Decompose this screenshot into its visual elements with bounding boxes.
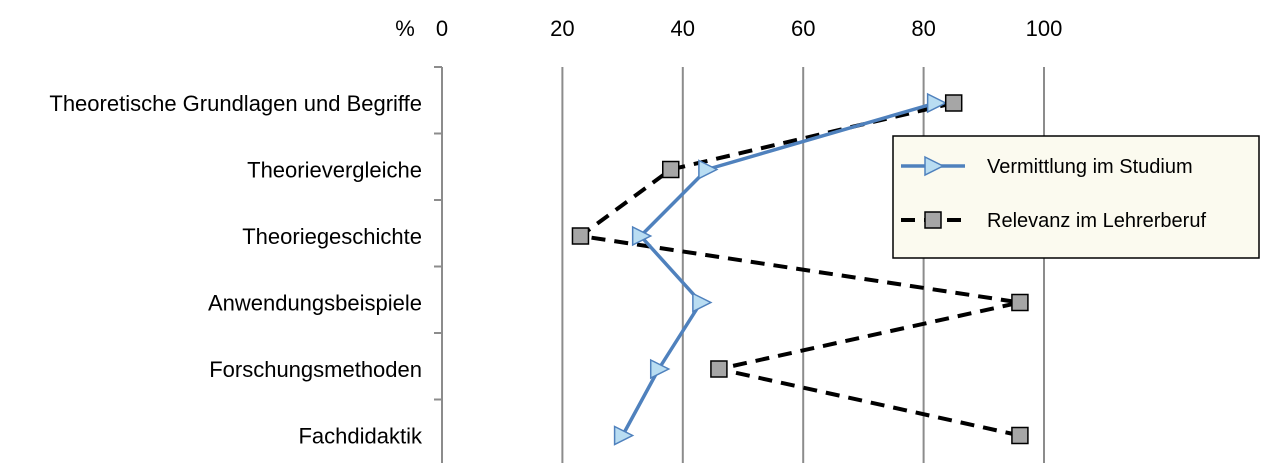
legend-label-0: Vermittlung im Studium xyxy=(987,156,1193,178)
series-lines xyxy=(578,101,1022,438)
relevanz-point-1 xyxy=(662,160,680,179)
legend-marker-0 xyxy=(924,155,945,177)
vermittlung-point-0 xyxy=(926,92,948,114)
category-axis: Theoretische Grundlagen und Begriffe Theo… xyxy=(49,66,443,463)
vermittlung-point-3 xyxy=(692,292,713,313)
relevanz-point-3 xyxy=(1011,293,1029,312)
legend-box xyxy=(892,135,1260,259)
category-label: Anwendungsbeispiele xyxy=(208,291,422,316)
legend: Vermittlung im Studium Relevanz im Lehrer… xyxy=(892,135,1260,259)
legend-label-1: Relevanz im Lehrerberuf xyxy=(987,210,1206,232)
relevanz-point-2 xyxy=(571,227,590,245)
vermittlung-point-5 xyxy=(613,425,635,446)
category-label: Theorievergleiche xyxy=(247,158,422,183)
vermittlung-point-2 xyxy=(631,225,653,247)
x-tick-label-20: 20 xyxy=(550,16,574,41)
vermittlung-point-1 xyxy=(698,159,719,180)
relevanz-point-0 xyxy=(944,94,963,112)
gridlines xyxy=(561,67,1045,463)
legend-marker-1 xyxy=(924,211,942,229)
category-label: Fachdidaktik xyxy=(298,424,423,449)
x-tick-label-40: 40 xyxy=(671,16,695,41)
vermittlung-point-4 xyxy=(649,358,671,380)
x-axis: 0 20 40 60 80 100% xyxy=(395,16,1062,41)
x-tick-label-80: 80 xyxy=(911,16,935,41)
x-tick-label-0: 0 xyxy=(436,16,448,41)
relevanz-point-5 xyxy=(1011,426,1029,445)
category-label: Theoriegeschichte xyxy=(242,224,422,249)
series-line-vermittlung xyxy=(621,101,937,437)
series-markers xyxy=(571,92,1029,446)
x-unit-label: % xyxy=(395,16,415,41)
x-tick-label-100: 100 xyxy=(1026,16,1063,41)
category-label: Theoretische Grundlagen und Begriffe xyxy=(49,91,422,116)
x-tick-label-60: 60 xyxy=(791,16,815,41)
category-label: Forschungsmethoden xyxy=(209,357,422,382)
relevanz-point-4 xyxy=(710,360,728,378)
series-line-relevanz xyxy=(578,101,1022,438)
